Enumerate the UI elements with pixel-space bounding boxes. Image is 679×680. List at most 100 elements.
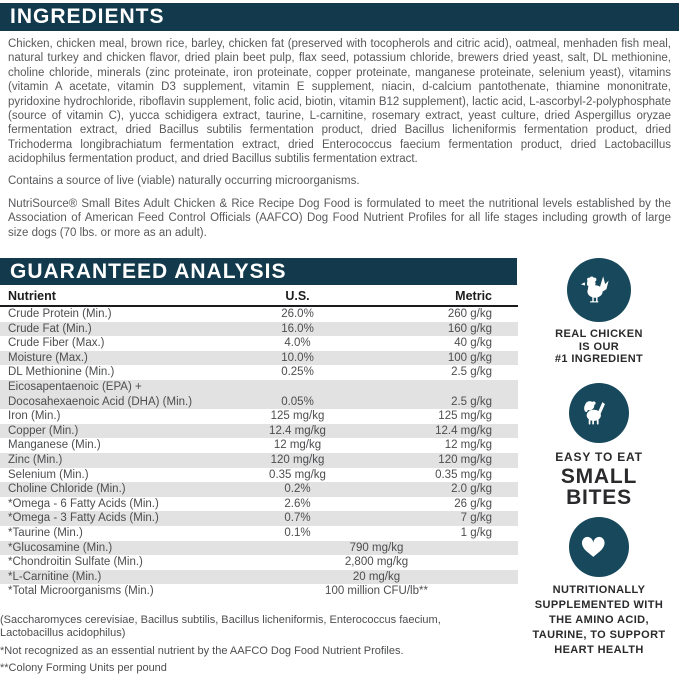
microorganisms-note: Contains a source of live (viable) natur… [8,174,360,187]
nutrient-metric-value: 2.5 g/kg [451,366,492,379]
nutrient-metric-value: 12 mg/kg [444,439,492,452]
table-row: *Glucosamine (Min.) 790 mg/kg [0,540,518,556]
dog-icon [577,397,621,430]
badge-circle [569,517,629,577]
badge-circle [567,258,631,322]
nutrient-us-value: 0.25% [281,366,314,379]
ingredients-paragraph: Chicken, chicken meal, brown rice, barle… [8,38,671,166]
nutrient-name: *Omega - 6 Fatty Acids (Min.) [8,497,159,510]
nutrient-value: 20 mg/kg [352,570,401,583]
nutrient-name: Selenium (Min.) [8,468,89,481]
badge-heart-health: NUTRITIONALLY SUPPLEMENTED WITH THE AMIN… [528,517,670,658]
analysis-footnotes: (Saccharomyces cerevisiae, Bacillus subt… [0,614,505,676]
ingredients-section-body: Chicken, chicken meal, brown rice, barle… [8,37,671,240]
badge-caption: NUTRITIONALLY SUPPLEMENTED WITH THE AMIN… [532,584,666,656]
nutrient-metric-value: 2.5 g/kg [451,395,492,408]
badge-small-bites: EASY TO EAT SMALL BITES [528,383,670,508]
badge-circle [569,383,629,443]
nutrient-us-value: 2.6% [284,497,311,510]
guaranteed-analysis-section: GUARANTEED ANALYSIS Nutrient U.S. Metric… [0,258,518,680]
ingredients-section-header: INGREDIENTS [0,3,679,31]
nutrient-name: Crude Protein (Min.) [8,308,112,320]
chicken-icon [576,273,623,308]
nutrient-metric-value: 40 g/kg [454,337,492,350]
nutrient-us-value: 16.0% [281,322,314,335]
badge-caption-top: EASY TO EAT [555,450,643,464]
badge-caption-big: SMALL BITES [560,465,638,509]
table-row: Choline Chloride (Min.) 0.2% 2.0 g/kg [0,482,518,497]
nutrient-us-value: 26.0% [281,308,314,320]
nutrient-us-value: 0.7% [284,512,311,525]
nutrient-us-value: 4.0% [284,337,311,350]
table-row: Selenium (Min.) 0.35 mg/kg 0.35 mg/kg [0,468,518,483]
nutrient-name: Iron (Min.) [8,410,61,423]
nutrient-name: Copper (Min.) [8,424,79,437]
nutrient-us-value: 0.2% [284,483,311,496]
table-row: *Total Microorganisms (Min.) 100 million … [0,584,518,599]
nutrient-us-value: 0.35 mg/kg [269,468,326,481]
table-row: Copper (Min.) 12.4 mg/kg 12.4 mg/kg [0,423,518,439]
nutrient-name: Choline Chloride (Min.) [8,483,126,496]
nutrient-metric-value: 1 g/kg [460,526,492,539]
nutrient-metric-value: 125 mg/kg [438,410,492,423]
table-row: Crude Fiber (Max.) 4.0% 40 g/kg [0,336,518,351]
table-row: *Chondroitin Sulfate (Min.) 2,800 mg/kg [0,555,518,570]
table-row: Zinc (Min.) 120 mg/kg 120 mg/kg [0,452,518,468]
column-header-us: U.S. [285,289,310,303]
nutrient-us-value: 12 mg/kg [273,439,322,452]
nutrient-metric-value: 100 g/kg [447,351,492,364]
table-row: *Omega - 3 Fatty Acids (Min.) 0.7% 7 g/kg [0,511,518,526]
nutrient-metric-value: 26 g/kg [454,497,492,510]
nutrient-metric-value: 120 mg/kg [438,453,492,466]
nutrient-name: Eicosapentaenoic (EPA) + Docosahexaenoic… [8,380,193,408]
table-row: *Omega - 6 Fatty Acids (Min.) 2.6% 26 g/kg [0,497,518,512]
table-row: Moisture (Max.) 10.0% 100 g/kg [0,350,518,366]
table-row: *L-Carnitine (Min.) 20 mg/kg [0,569,518,585]
nutrient-us-value: 12.4 mg/kg [269,424,326,437]
nutrient-metric-value: 260 g/kg [447,308,492,320]
nutrient-us-value: 0.05% [281,395,314,408]
analysis-table-header: Nutrient U.S. Metric [0,285,518,307]
table-row: Eicosapentaenoic (EPA) + Docosahexaenoic… [0,379,518,410]
footnote: (Saccharomyces cerevisiae, Bacillus subt… [0,613,441,640]
table-row: Manganese (Min.) 12 mg/kg 12 mg/kg [0,438,518,453]
nutrient-value: 2,800 mg/kg [344,556,409,569]
table-row: DL Methionine (Min.) 0.25% 2.5 g/kg [0,365,518,380]
nutrient-name: *Glucosamine (Min.) [8,541,113,554]
column-header-metric: Metric [455,289,492,303]
nutrient-name: *L-Carnitine (Min.) [8,570,102,583]
nutrient-value: 790 mg/kg [349,541,404,554]
table-row: Crude Fat (Min.) 16.0% 160 g/kg [0,321,518,337]
nutrient-us-value: 0.1% [284,526,311,539]
nutrient-us-value: 125 mg/kg [270,410,325,423]
nutrient-name: Zinc (Min.) [8,453,63,466]
nutrient-metric-value: 0.35 mg/kg [435,468,492,481]
analysis-table-body: Crude Protein (Min.) 26.0% 260 g/kg Crude F… [0,307,518,599]
aafco-statement: NutriSource® Small Bites Adult Chicken &… [8,198,671,239]
nutrient-metric-value: 7 g/kg [460,512,492,525]
nutrient-metric-value: 12.4 mg/kg [435,424,492,437]
nutrient-name: Crude Fiber (Max.) [8,337,105,350]
badge-real-chicken: REAL CHICKEN IS OUR #1 INGREDIENT [528,258,670,366]
nutrient-name: Moisture (Max.) [8,351,88,364]
guaranteed-analysis-title: GUARANTEED ANALYSIS [10,260,287,283]
ingredients-title: INGREDIENTS [10,5,165,28]
benefit-badges-column: REAL CHICKEN IS OUR #1 INGREDIENT [528,258,670,676]
nutrient-name: DL Methionine (Min.) [8,366,115,379]
nutrient-metric-value: 2.0 g/kg [451,483,492,496]
nutrient-name: *Chondroitin Sulfate (Min.) [8,556,143,569]
nutrient-name: *Total Microorganisms (Min.) [8,585,154,598]
nutrient-us-value: 120 mg/kg [270,453,325,466]
table-row: *Taurine (Min.) 0.1% 1 g/kg [0,526,518,541]
guaranteed-analysis-header: GUARANTEED ANALYSIS [0,258,517,285]
nutrient-name: Manganese (Min.) [8,439,101,452]
footnote: *Not recognized as an essential nutrient… [0,644,404,657]
badge-caption: REAL CHICKEN IS OUR #1 INGREDIENT [554,328,644,365]
heart-icon [577,531,621,564]
nutrient-name: *Omega - 3 Fatty Acids (Min.) [8,512,159,525]
nutrient-value: 100 million CFU/lb** [325,585,428,598]
footnote: **Colony Forming Units per pound [0,662,167,675]
table-row: Iron (Min.) 125 mg/kg 125 mg/kg [0,409,518,424]
nutrient-metric-value: 160 g/kg [447,322,492,335]
